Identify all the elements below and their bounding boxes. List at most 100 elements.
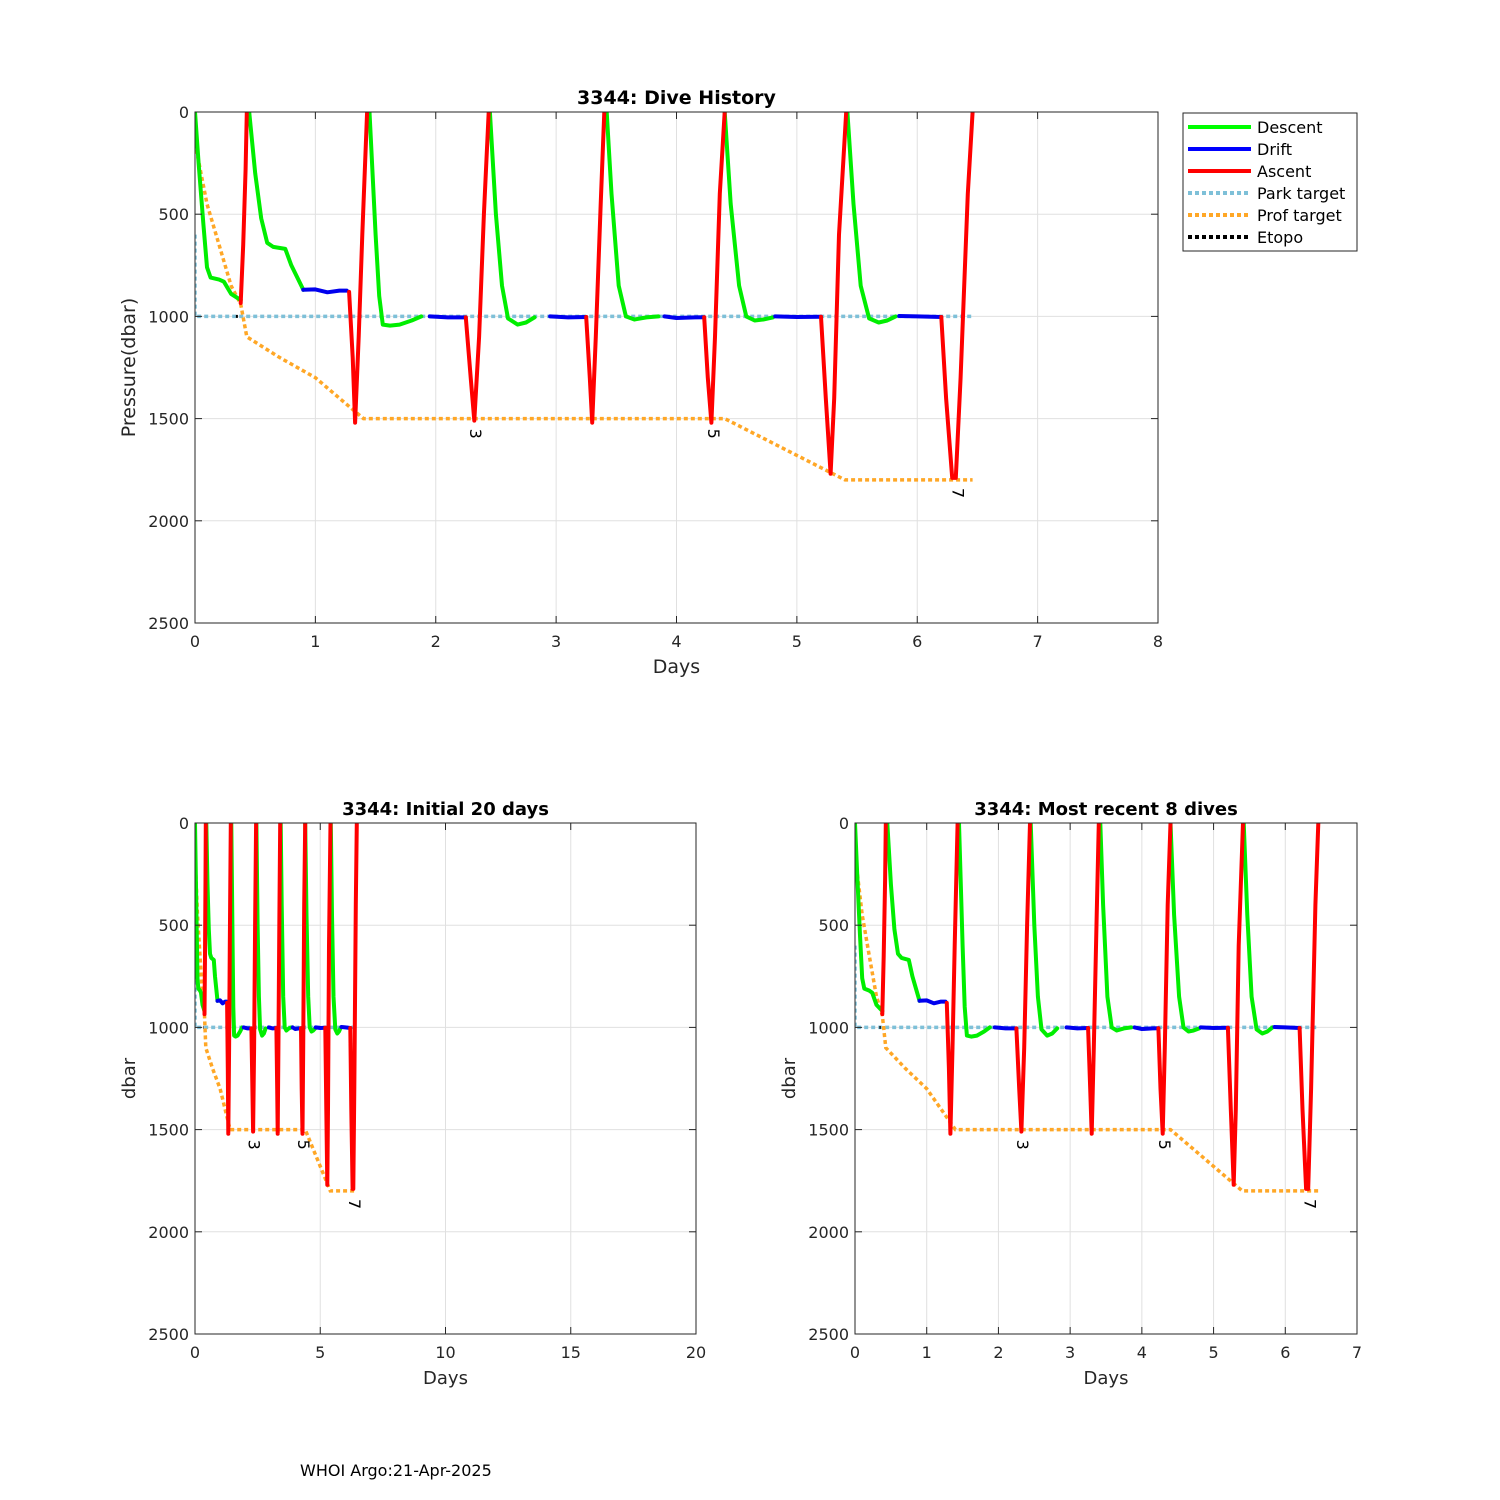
profile-number-label: 3	[1013, 1140, 1032, 1150]
y-tick-label: 1500	[148, 410, 189, 429]
ascent-segment	[249, 823, 259, 1134]
x-tick-label: 4	[1137, 1343, 1147, 1362]
ascent-segment	[463, 112, 491, 423]
y-tick-label: 2500	[148, 614, 189, 633]
x-tick-label: 7	[1033, 632, 1043, 651]
footer-label: WHOI Argo:21-Apr-2025	[300, 1461, 492, 1480]
legend-label: Ascent	[1257, 162, 1311, 181]
y-tick-label: 2500	[808, 1325, 849, 1344]
drift-segment	[1064, 1025, 1091, 1031]
y-tick-label: 1000	[808, 1018, 849, 1037]
descent-segment	[247, 112, 306, 292]
ascent-segment	[584, 112, 607, 425]
y-tick-label: 2000	[148, 512, 189, 531]
descent-segment	[487, 112, 537, 327]
y-tick-label: 1000	[148, 1018, 189, 1037]
prof-target-line	[195, 142, 973, 482]
drift-segment	[662, 314, 707, 320]
x-tick-label: 2	[431, 632, 441, 651]
y-tick-label: 2000	[808, 1223, 849, 1242]
ascent-segment	[944, 823, 960, 1136]
ascent-segment	[1156, 823, 1173, 1136]
y-tick-label: 2000	[148, 1223, 189, 1242]
drift-segment	[897, 314, 944, 319]
x-tick-label: 5	[1208, 1343, 1218, 1362]
descent-segment	[278, 823, 294, 1033]
profile-number-label: 5	[1155, 1140, 1174, 1150]
descent-segment	[722, 112, 775, 323]
drift-segment	[548, 314, 589, 320]
x-tick-label: 3	[1065, 1343, 1075, 1362]
descent-segment	[303, 823, 318, 1034]
drift-segment	[1132, 1025, 1161, 1031]
descent-segment	[328, 823, 343, 1036]
x-tick-label: 0	[190, 632, 200, 651]
descent-segment	[957, 823, 992, 1039]
chart-title: 3344: Initial 20 days	[342, 799, 549, 820]
y-axis-label: dbar	[779, 1057, 800, 1099]
descent-segment	[1028, 823, 1060, 1038]
y-axis-label: dbar	[119, 1057, 140, 1099]
profile-number-label: 5	[704, 429, 723, 439]
descent-segment	[195, 112, 243, 302]
x-tick-label: 0	[190, 1343, 200, 1362]
descent-segment	[855, 823, 885, 1013]
descent-segment	[367, 112, 424, 328]
x-tick-label: 0	[850, 1343, 860, 1362]
y-tick-label: 500	[158, 916, 189, 935]
profile-number-label: 7	[948, 488, 967, 498]
descent-segment	[604, 112, 661, 322]
drift-segment	[992, 1025, 1019, 1031]
x-axis-label: Days	[423, 1368, 468, 1389]
y-tick-label: 0	[839, 814, 849, 833]
x-tick-label: 10	[435, 1343, 455, 1362]
profile-number-label: 5	[294, 1140, 313, 1150]
legend-label: Descent	[1257, 118, 1323, 137]
descent-segment	[1241, 823, 1275, 1036]
descent-segment	[845, 112, 898, 325]
legend-box	[1182, 112, 1358, 252]
x-tick-label: 6	[912, 632, 922, 651]
x-tick-label: 6	[1280, 1343, 1290, 1362]
drift-segment	[301, 287, 349, 295]
x-tick-label: 4	[671, 632, 681, 651]
legend-label: Etopo	[1257, 228, 1303, 247]
plot-area	[855, 823, 1357, 1334]
chart-title: 3344: Most recent 8 dives	[974, 799, 1238, 820]
ascent-segment	[348, 823, 359, 1191]
x-tick-label: 5	[792, 632, 802, 651]
legend: Descent Drift Ascent Park target Prof target…	[1182, 112, 1358, 252]
drift-segment	[427, 314, 468, 320]
y-tick-label: 2500	[148, 1325, 189, 1344]
profile-number-label: 7	[1300, 1199, 1319, 1209]
descent-segment	[195, 823, 207, 1013]
chart-main: 3 5 7 0 1 2 3 4 5 6 7 8 0 500 1000 1500 2000 2500 3344: Di…	[118, 87, 1163, 678]
drift-segment	[917, 998, 948, 1006]
drift-segment	[1198, 1025, 1230, 1030]
ascent-segment	[1014, 823, 1032, 1134]
series-group	[195, 823, 359, 1193]
legend-label: Park target	[1257, 184, 1345, 203]
ascent-segment	[323, 823, 333, 1187]
legend-label: Drift	[1257, 140, 1292, 159]
descent-segment	[254, 823, 268, 1038]
chart-title: 3344: Dive History	[577, 87, 776, 109]
ascent-segment	[238, 112, 249, 306]
ascent-segment	[202, 823, 208, 1017]
x-axis-label: Days	[653, 656, 700, 678]
x-tick-label: 1	[922, 1343, 932, 1362]
y-tick-label: 1500	[148, 1121, 189, 1140]
chart-recent: 3 5 7 0 1 2 3 4 5 6 7 0 500 1000 1500 2000 2500 3344: Mos…	[779, 799, 1362, 1389]
x-tick-label: 3	[551, 632, 561, 651]
y-tick-label: 500	[818, 916, 849, 935]
descent-segment	[204, 823, 220, 1003]
descent-segment	[1168, 823, 1202, 1034]
drift-segment	[1272, 1025, 1302, 1030]
x-tick-label: 15	[561, 1343, 581, 1362]
ascent-segment	[880, 823, 888, 1017]
descent-segment	[885, 823, 922, 1003]
series-group	[195, 112, 975, 482]
x-tick-label: 7	[1352, 1343, 1362, 1362]
x-tick-label: 20	[686, 1343, 706, 1362]
axes-box	[854, 822, 1358, 1335]
